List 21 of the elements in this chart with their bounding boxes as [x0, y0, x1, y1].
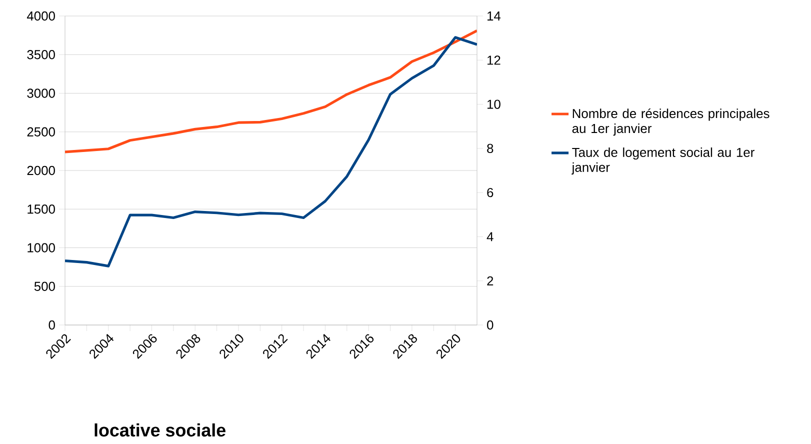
text: locative sociale [94, 423, 226, 437]
y-tick-label: 4000 [26, 11, 55, 21]
y2-tick-label: 10 [488, 100, 500, 109]
y-tick-label: 3000 [27, 88, 55, 98]
y-tick-label: 0 [48, 320, 55, 330]
y-tick-label: 1500 [28, 204, 55, 214]
y-tick-label: 3500 [27, 50, 55, 60]
y-tick-label: 1000 [28, 243, 55, 252]
y2-tick-label: 6 [487, 188, 494, 198]
y2-tick-label: 14 [488, 12, 501, 20]
y-tick-label: 2500 [27, 127, 55, 136]
y-tick-label: 2000 [27, 166, 55, 176]
y2-tick-label: 8 [487, 144, 494, 154]
y-tick-label: 500 [34, 282, 55, 291]
legend-label: Taux de logement social au 1er janvier [572, 147, 754, 175]
legend-label: Nombre de résidences principales au 1er janvier [572, 108, 770, 136]
y2-tick-label: 2 [487, 276, 494, 286]
y2-tick-label: 0 [487, 320, 494, 330]
y2-tick-label: 4 [486, 232, 494, 242]
line-series [65, 36, 478, 268]
y2-tick-label: 12 [488, 56, 500, 65]
